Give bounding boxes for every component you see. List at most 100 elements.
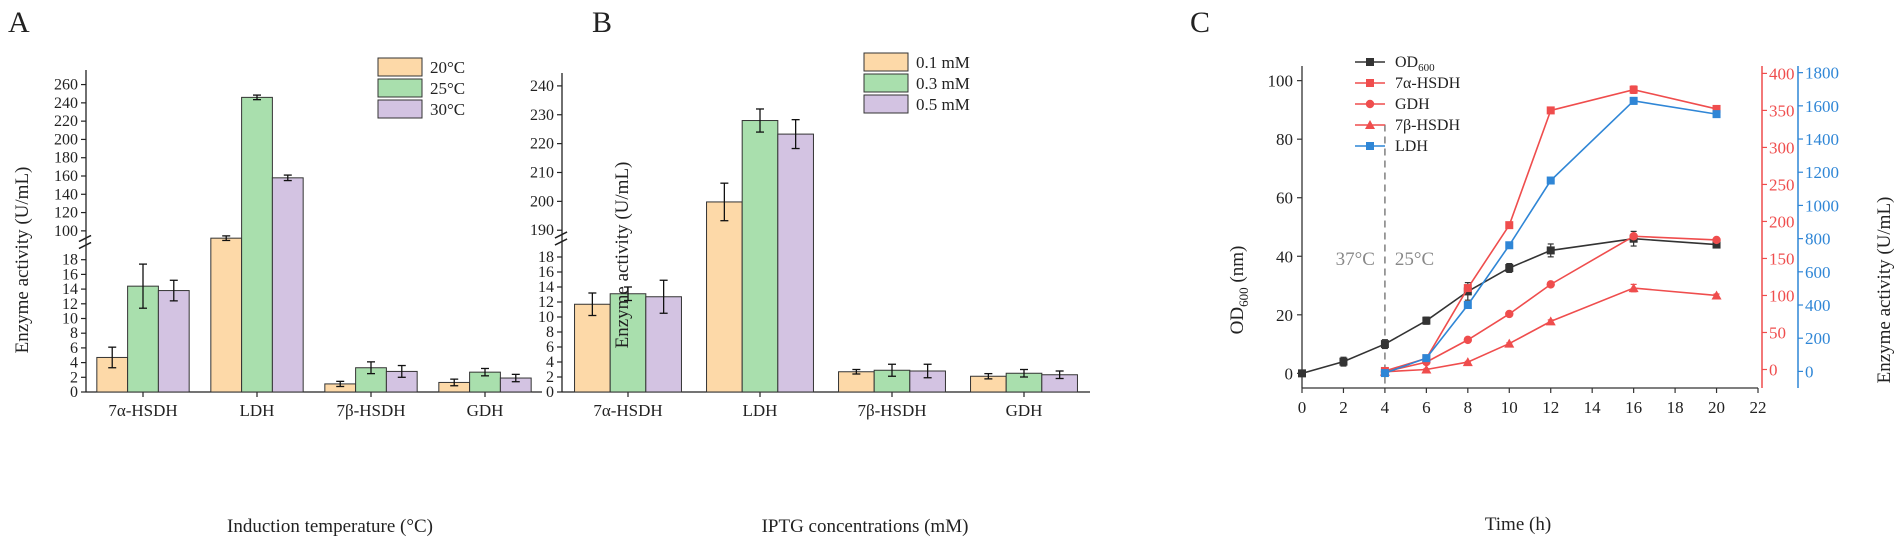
blue-y-tick-label: 600	[1805, 263, 1831, 282]
data-point	[1463, 284, 1472, 293]
x-tick-label: 2	[1339, 398, 1348, 417]
x-tick-label: 18	[1667, 398, 1684, 417]
data-point	[1546, 106, 1555, 115]
data-point	[1504, 338, 1515, 348]
blue-y-tick-label: 200	[1805, 329, 1831, 348]
red-y-tick-label: 0	[1769, 360, 1778, 379]
x-tick-label: 8	[1464, 398, 1473, 417]
panel-c-lines	[1298, 85, 1722, 378]
data-point	[1366, 142, 1374, 150]
legend-swatch	[377, 99, 423, 119]
panel-a-chart: 0246810121416181001201401601802002202402…	[12, 57, 542, 537]
bar	[838, 371, 875, 393]
panel-c-ylabel-right: Enzyme activity (U/mL)	[1874, 197, 1895, 384]
panel-a-legend: 20°C 25°C 30°C	[377, 57, 465, 119]
od-ylabel-tail: (nm)	[1227, 246, 1248, 288]
od-ylabel-main: OD	[1227, 307, 1248, 334]
x-tick-label: 4	[1381, 398, 1390, 417]
legend-label: 7β-HSDH	[1395, 117, 1460, 134]
data-point	[1380, 369, 1389, 378]
data-point	[1629, 85, 1638, 94]
data-point	[1365, 120, 1375, 129]
blue-y-tick-label: 1200	[1805, 163, 1839, 182]
panel-a-bars	[78, 94, 532, 393]
bar	[574, 303, 611, 393]
legend-label-main: 7β-HSDH	[1395, 117, 1460, 134]
phase-label-37c: 37°C	[1336, 249, 1375, 270]
legend-swatch	[863, 52, 909, 72]
panel-letter-b: B	[592, 6, 612, 39]
panel-a-axes: 0246810121416181001201401601802002202402…	[54, 70, 542, 420]
y-tick-label: 100	[54, 223, 78, 240]
x-tick-label: 20	[1708, 398, 1725, 417]
red-y-tick-label: 150	[1769, 249, 1795, 268]
bar	[271, 177, 304, 393]
legend-label: 7α-HSDH	[1395, 75, 1461, 92]
red-y-tick-label: 300	[1769, 138, 1795, 157]
left-y-tick-label: 100	[1268, 72, 1294, 91]
data-point	[1422, 354, 1431, 363]
y-tick-label: 220	[530, 136, 554, 153]
blue-y-tick-label: 0	[1805, 362, 1814, 381]
left-y-tick-label: 40	[1276, 247, 1293, 266]
y-tick-label: 180	[54, 150, 78, 167]
y-tick-label: 2	[546, 369, 554, 386]
bar	[777, 133, 814, 393]
x-tick-label: 0	[1298, 398, 1307, 417]
y-tick-label: 210	[530, 164, 554, 181]
data-point	[1421, 364, 1432, 374]
bar	[210, 237, 243, 393]
data-point	[1546, 176, 1555, 185]
x-tick-label: LDH	[240, 401, 275, 420]
data-point	[1505, 309, 1514, 319]
data-point	[1712, 110, 1721, 119]
y-tick-label: 240	[54, 95, 78, 112]
axis-break-mark	[78, 241, 92, 250]
panel-letter-a: A	[8, 6, 30, 39]
data-point	[1298, 369, 1306, 378]
x-tick-label: LDH	[743, 401, 778, 420]
legend-label: GDH	[1395, 96, 1430, 113]
x-tick-label: 7α-HSDH	[593, 401, 662, 420]
left-y-tick-label: 60	[1276, 189, 1293, 208]
legend-label-sub: 600	[1418, 62, 1435, 74]
data-point	[1366, 58, 1374, 66]
bar	[706, 201, 743, 393]
od-ylabel-sub: 600	[1236, 287, 1251, 307]
x-tick-label: 7β-HSDH	[857, 401, 926, 420]
bar	[741, 120, 779, 393]
y-tick-label: 12	[62, 296, 78, 313]
y-tick-label: 14	[538, 279, 554, 296]
x-tick-label: GDH	[1006, 401, 1043, 420]
data-point	[1463, 335, 1473, 345]
x-tick-label: 12	[1542, 398, 1559, 417]
data-point	[1366, 79, 1374, 87]
series-7-hsdh	[1379, 283, 1722, 376]
panel-b-legend: 0.1 mM 0.3 mM 0.5 mM	[863, 52, 970, 114]
data-point	[1463, 301, 1472, 310]
blue-y-tick-label: 800	[1805, 230, 1831, 249]
x-tick-label: 14	[1584, 398, 1602, 417]
left-y-tick-label: 80	[1276, 130, 1293, 149]
left-y-tick-label: 0	[1285, 364, 1294, 383]
series-line	[1384, 287, 1717, 373]
x-tick-label: 7β-HSDH	[336, 401, 405, 420]
panel-a-xlabel: Induction temperature (°C)	[227, 516, 433, 537]
y-tick-label: 18	[538, 249, 554, 266]
data-point	[1505, 241, 1514, 250]
y-tick-label: 160	[54, 168, 78, 185]
series-ldh	[1380, 96, 1721, 378]
legend-label-main: GDH	[1395, 96, 1430, 113]
data-point	[1628, 283, 1639, 293]
legend-label: 0.1 mM	[916, 53, 970, 72]
blue-y-tick-label: 400	[1805, 296, 1831, 315]
y-tick-label: 16	[62, 266, 78, 283]
x-tick-label: 22	[1750, 398, 1767, 417]
data-point	[1380, 340, 1389, 349]
red-y-tick-label: 50	[1769, 323, 1786, 342]
data-point	[1546, 280, 1555, 289]
